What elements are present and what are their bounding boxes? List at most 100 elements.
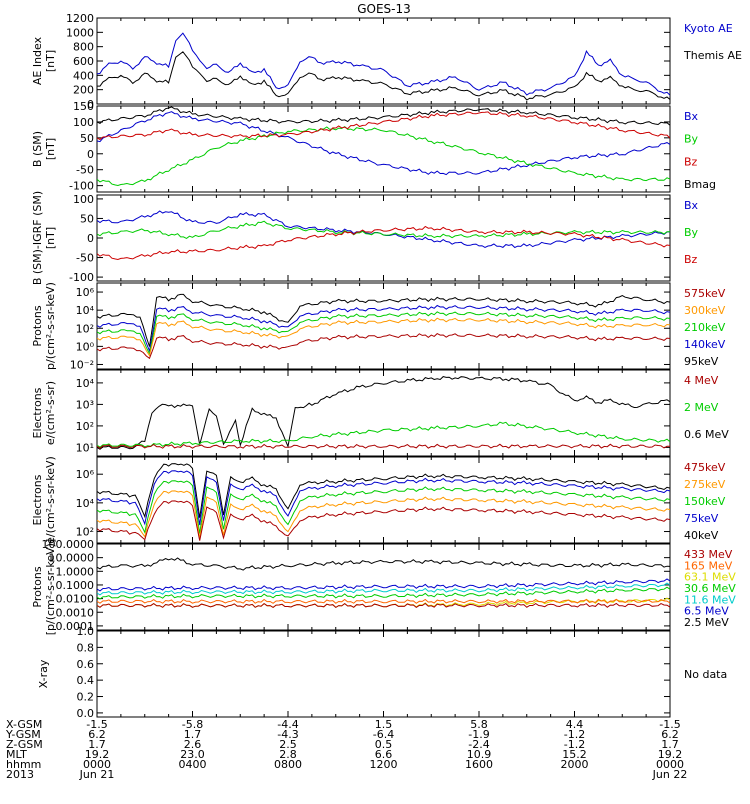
ephemeris-value: -1.5	[659, 718, 680, 731]
y-tick-label: 10¹	[76, 441, 94, 454]
panel-frame	[96, 105, 671, 193]
y-axis-label: B (SM)	[31, 131, 44, 167]
y-tick-label: 0	[87, 98, 94, 111]
series-line-40kev	[97, 463, 670, 519]
series-line-30-6-mev	[97, 586, 670, 600]
y-tick-label: 0.2	[77, 691, 95, 704]
y-tick-label: -50	[76, 252, 94, 265]
ephemeris-value: -4.3	[277, 728, 298, 741]
ephemeris-row-label: Z-GSM	[6, 738, 43, 751]
ephemeris-value: 2000	[561, 758, 589, 771]
series-line-themis-ae	[97, 51, 670, 101]
y-axis-label: p/(cm²-s-sr-keV)	[44, 282, 57, 370]
series-line-by	[97, 125, 670, 187]
ephemeris-value: 0000	[83, 758, 111, 771]
legend-entry: 275keV	[684, 478, 726, 491]
ephemeris-value: 2.8	[279, 748, 297, 761]
legend-entry: Bx	[684, 110, 699, 123]
legend-entry: 150keV	[684, 495, 726, 508]
y-tick-label: 10²	[76, 322, 94, 335]
series-line-210kev	[97, 311, 670, 356]
ephemeris-value: 0800	[274, 758, 302, 771]
series-line-0-6-mev	[97, 376, 670, 450]
y-tick-label: 0	[87, 232, 94, 245]
legend-entry: 165 MeV	[684, 559, 733, 572]
series-line-bz	[97, 225, 670, 261]
ephemeris-value: 10.9	[467, 748, 492, 761]
y-tick-label: 10⁴	[76, 304, 95, 317]
legend-entry: By	[684, 133, 699, 146]
panel-protons-mev: 0.00010.00100.01000.10001.000010.0000100…	[31, 538, 736, 635]
ephemeris-value: 19.2	[658, 748, 683, 761]
legend-entry: By	[684, 226, 699, 239]
ephemeris-value: -1.9	[468, 728, 489, 741]
y-tick-label: -100	[69, 271, 94, 284]
legend-entry: 4 MeV	[684, 374, 719, 387]
series-line-2-5-mev	[97, 557, 670, 571]
legend-entry: Themis AE	[683, 49, 742, 62]
y-tick-label: -100	[69, 180, 94, 193]
panel-xray: 0.0 0.2 0.4 0.6 0.8 1.0 X-ray No data	[37, 625, 727, 720]
series-line-bz	[97, 111, 670, 141]
ephemeris-value: 1.5	[375, 718, 393, 731]
ephemeris-value: 1.7	[184, 728, 202, 741]
ephemeris-value: 1600	[465, 758, 493, 771]
panel-bsm: -100 -50 0 50 100 150 B (SM) [nT] Bx By Bz Bmag	[31, 100, 716, 193]
y-tick-label: 0.0010	[56, 606, 95, 619]
series-line-bmag	[97, 106, 670, 126]
y-tick-label: 10³	[76, 398, 94, 411]
ephemeris-value: 0000	[656, 758, 684, 771]
y-axis-label: Protons	[31, 566, 44, 607]
legend-entry: 300keV	[684, 304, 726, 317]
y-tick-label: 10⁶	[76, 468, 95, 481]
legend-entry: 6.5 MeV	[684, 605, 729, 618]
y-tick-label: 1.0	[77, 625, 95, 638]
y-tick-label: 0.1000	[56, 579, 95, 592]
y-axis-label: Electrons	[31, 387, 44, 438]
series-line-2-mev	[97, 421, 670, 448]
y-axis-label: B (SM)-IGRF (SM)	[31, 191, 44, 285]
ephemeris-value: Jun 21	[79, 768, 115, 781]
ephemeris-value: -1.2	[564, 738, 585, 751]
y-tick-label: 10⁻²	[70, 358, 94, 371]
panel-frame	[96, 282, 671, 370]
series-line-475kev	[97, 500, 670, 541]
series-line-4-mev	[97, 443, 670, 449]
legend-entry: 95keV	[684, 355, 719, 368]
panel-electrons-mev: 10¹ 10² 10³ 10⁴ Electrons e/(cm²-s-sr) 4 MeV 2 …	[31, 369, 729, 457]
y-tick-label: 0	[87, 148, 94, 161]
y-axis-label: [nT]	[44, 227, 57, 249]
series-line-bx	[97, 111, 670, 176]
legend-entry: Bmag	[684, 178, 716, 191]
legend-entry: 575keV	[684, 287, 726, 300]
ephemeris-row-label: X-GSM	[6, 718, 42, 731]
y-tick-label: 100	[73, 193, 94, 206]
panel-frame	[96, 630, 671, 718]
plot-title: GOES-13	[357, 2, 411, 16]
y-tick-label: 10²	[76, 526, 94, 539]
series-line-11-6-mev	[97, 582, 670, 596]
y-tick-label: 0.4	[77, 674, 95, 687]
series-line-kyoto-ae	[97, 32, 670, 96]
series-line-95kev	[97, 293, 670, 347]
ephemeris-value: 6.2	[661, 728, 679, 741]
legend-entry: Bz	[684, 253, 698, 266]
ephemeris-value: 19.2	[85, 748, 110, 761]
y-tick-label: 800	[73, 41, 94, 54]
ephemeris-value: 2.6	[184, 738, 202, 751]
series-line-75kev	[97, 470, 670, 526]
panel-bsm-igrf: -100 -50 0 50 100 B (SM)-IGRF (SM) [nT] Bx By Bz	[31, 191, 699, 285]
y-tick-label: 1000	[66, 26, 94, 39]
y-tick-label: 50	[80, 212, 94, 225]
y-axis-label: [nT]	[44, 138, 57, 160]
ephemeris-value: 4.4	[566, 718, 584, 731]
series-line-575kev	[97, 332, 670, 360]
series-line-433-mev	[97, 602, 670, 609]
ephemeris-value: -1.2	[564, 728, 585, 741]
y-tick-label: 100.0000	[42, 538, 95, 551]
y-tick-label: 10⁴	[76, 377, 95, 390]
series-line-by	[97, 220, 670, 239]
